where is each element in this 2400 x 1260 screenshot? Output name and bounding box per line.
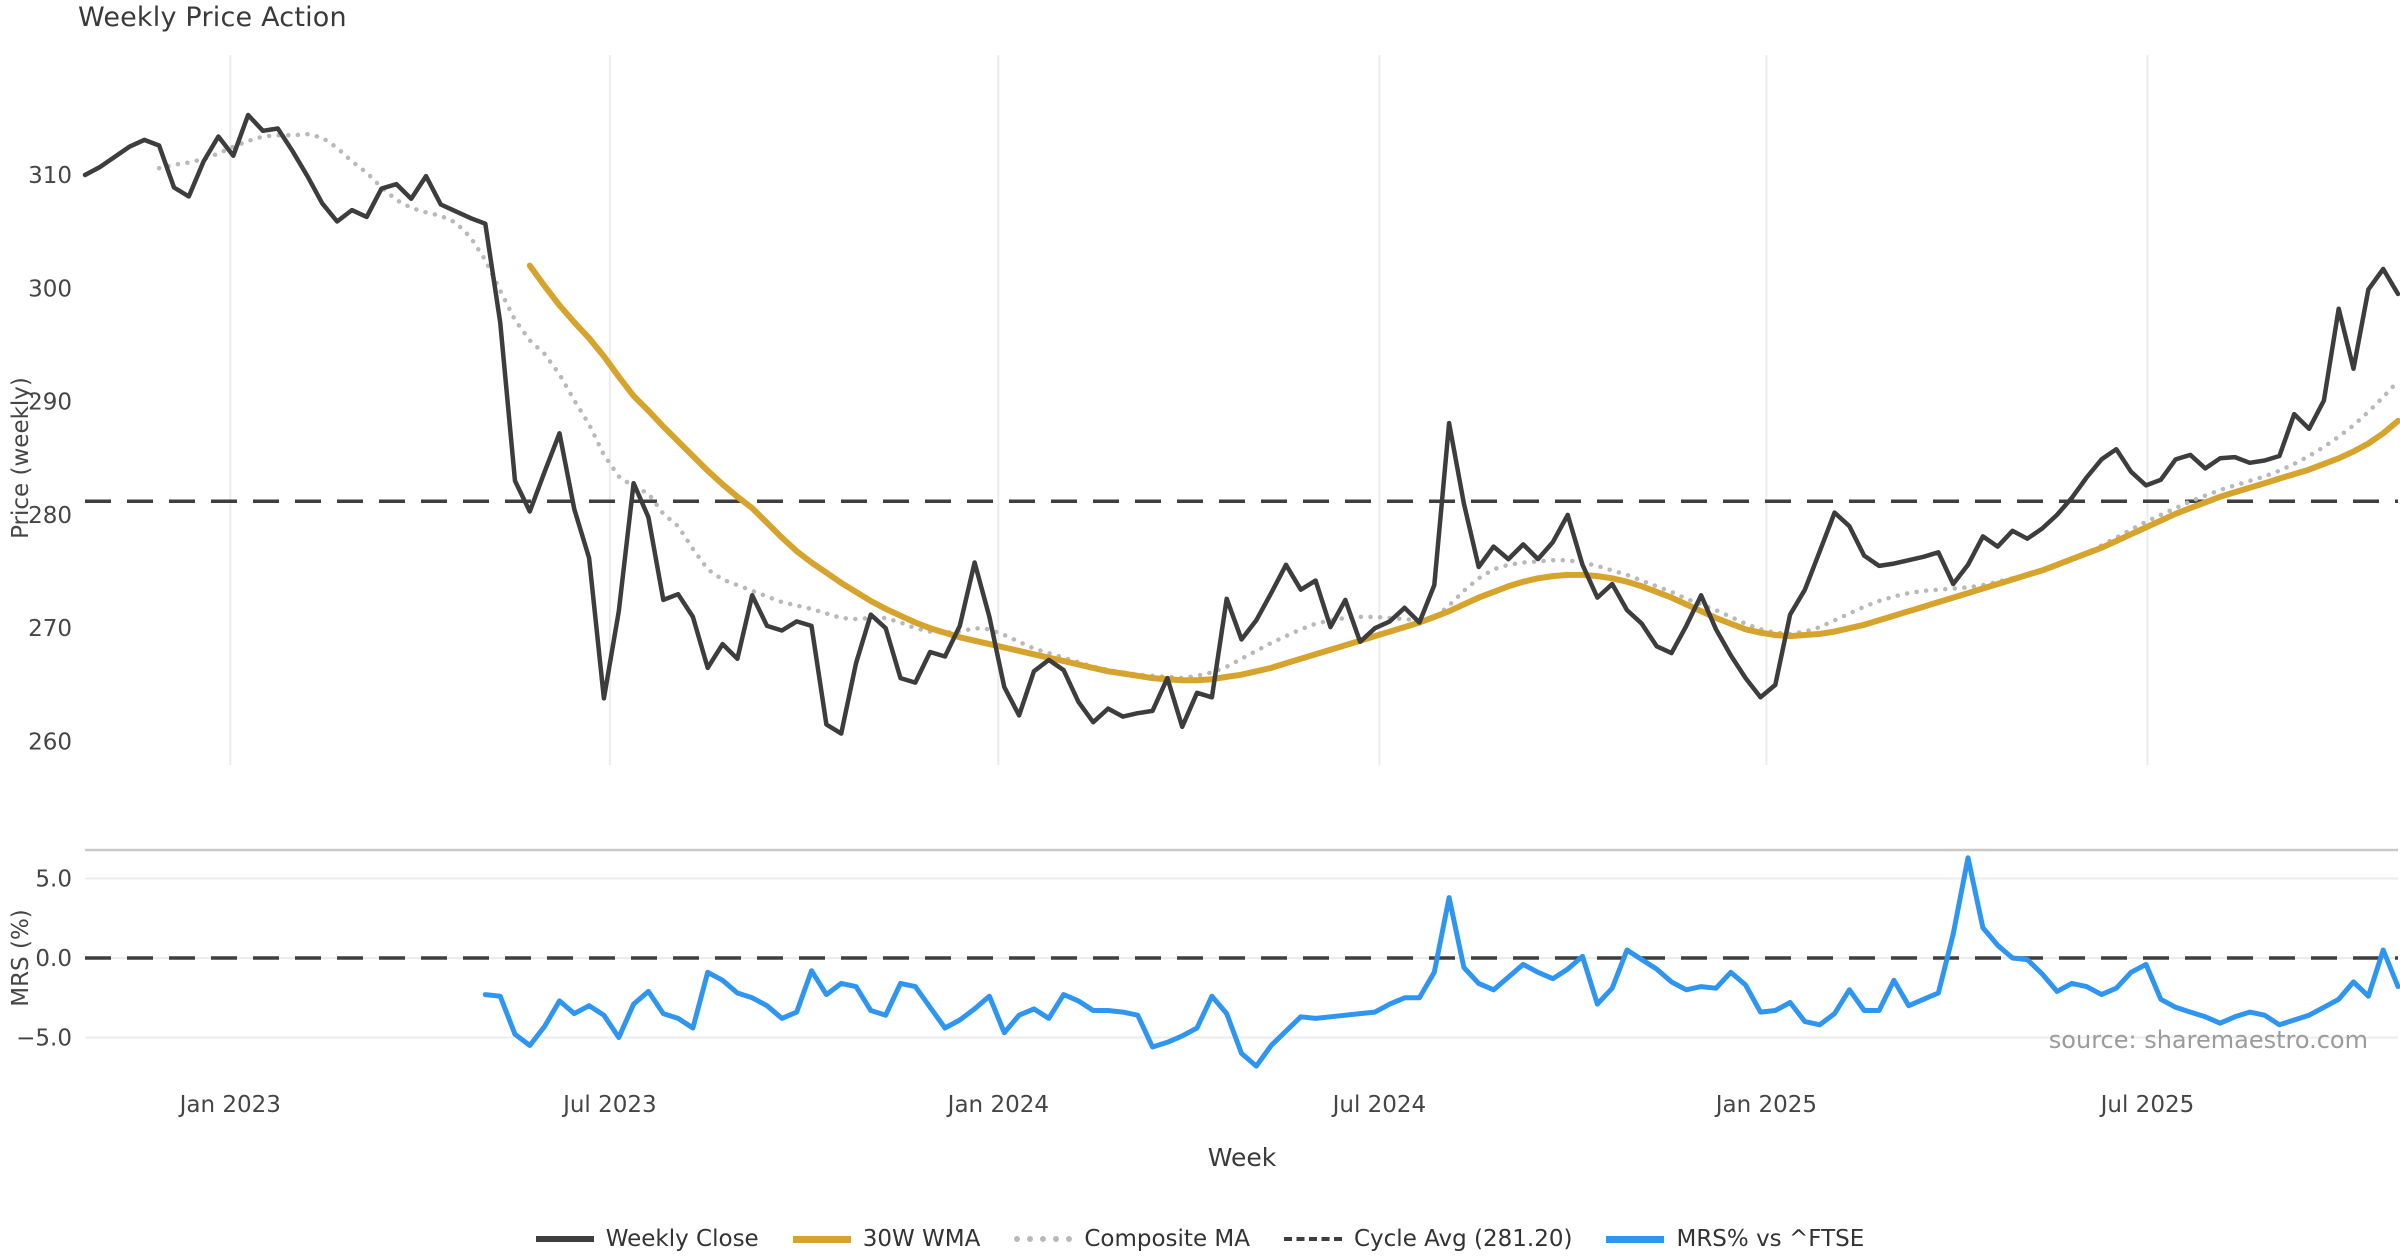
- dotted-gray-swatch-icon: [1014, 1236, 1073, 1242]
- y-tick-label: 310: [28, 163, 72, 189]
- legend-label: 30W WMA: [862, 1226, 981, 1252]
- dashed-dark-swatch-icon: [1283, 1237, 1342, 1241]
- chart-legend: Weekly Close 30W WMA Composite MA Cycle Avg…: [0, 1226, 2400, 1252]
- page-title: Weekly Price Action: [78, 2, 347, 33]
- wma-30w-line: [526, 262, 2400, 684]
- legend-label: Composite MA: [1084, 1226, 1250, 1252]
- mrs-y-tick-label: 0.0: [35, 946, 72, 972]
- x-tick-label: Jan 2025: [1714, 1092, 1817, 1118]
- x-tick-label: Jul 2025: [2099, 1092, 2195, 1118]
- legend-item-solid-gold: 30W WMA: [792, 1226, 981, 1252]
- mrs-panel-gridlines: [85, 848, 2398, 1039]
- axis-tick-labels: Jan 2023 Jul 2023 Jan 2024 Jul 2024 Jan 2025…: [16, 163, 2194, 1118]
- solid-gold-swatch-icon: [792, 1235, 851, 1243]
- y-tick-label: 280: [28, 503, 72, 529]
- legend-label: Cycle Avg (281.20): [1353, 1226, 1573, 1252]
- legend-item-solid-blue: MRS% vs ^FTSE: [1606, 1226, 1864, 1252]
- y-tick-label: 270: [28, 616, 72, 642]
- y-tick-label: 260: [28, 730, 72, 756]
- legend-label: Weekly Close: [605, 1226, 759, 1252]
- legend-label: MRS% vs ^FTSE: [1676, 1226, 1865, 1252]
- price-panel-series: [82, 112, 2400, 736]
- x-tick-label: Jan 2024: [946, 1092, 1049, 1118]
- mrs-axis-label: MRS (%): [8, 909, 34, 1007]
- legend-item-solid-dark: Weekly Close: [535, 1226, 759, 1252]
- mrs-y-tick-label: −5.0: [16, 1026, 72, 1052]
- y-tick-label: 290: [28, 390, 72, 416]
- solid-dark-swatch-icon: [535, 1236, 594, 1242]
- price-axis-label: Price (weekly): [8, 377, 34, 539]
- legend-item-dotted-gray: Composite MA: [1014, 1226, 1250, 1252]
- main-panel-gridlines: [229, 55, 2149, 765]
- x-tick-label: Jul 2023: [561, 1092, 657, 1118]
- mrs-y-tick-label: 5.0: [35, 867, 72, 893]
- y-tick-label: 300: [28, 276, 72, 302]
- mrs-panel-series: [482, 855, 2400, 1069]
- mrs-line: [482, 855, 2400, 1069]
- legend-item-dashed-dark: Cycle Avg (281.20): [1283, 1226, 1573, 1252]
- week-axis-label: Week: [1208, 1143, 1277, 1172]
- x-tick-label: Jan 2023: [178, 1092, 281, 1118]
- solid-blue-swatch-icon: [1606, 1235, 1665, 1243]
- composite-ma-line: [156, 131, 2400, 681]
- x-tick-label: Jul 2024: [1331, 1092, 1427, 1118]
- reference-lines: [85, 499, 2398, 960]
- source-credit: source: sharemaestro.com: [2049, 1026, 2368, 1054]
- weekly-close-line: [82, 112, 2400, 736]
